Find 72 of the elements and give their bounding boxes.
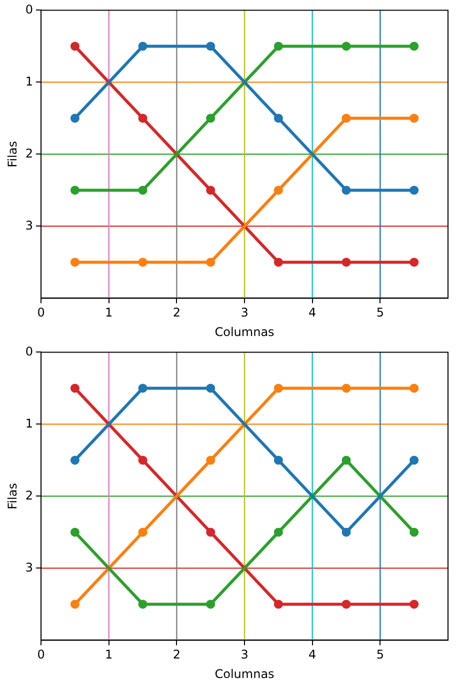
- point: [206, 42, 216, 51]
- point: [342, 600, 351, 609]
- point: [138, 600, 148, 609]
- y-tick-label: 0: [25, 344, 34, 358]
- point: [138, 186, 148, 195]
- point: [70, 42, 80, 51]
- y-tick-label: 1: [25, 74, 34, 88]
- x-tick-label: 2: [172, 648, 181, 662]
- x-tick-label: 4: [308, 306, 316, 320]
- point: [410, 384, 419, 393]
- point: [274, 114, 283, 123]
- point: [70, 114, 80, 123]
- point: [206, 600, 216, 609]
- point: [342, 258, 351, 267]
- x-tick-label: 5: [376, 306, 384, 320]
- x-tick-label: 0: [37, 648, 45, 662]
- x-tick-label: 3: [240, 306, 248, 320]
- point: [138, 456, 148, 465]
- point: [274, 528, 283, 537]
- point: [70, 186, 80, 195]
- point: [138, 114, 148, 123]
- point: [206, 528, 216, 537]
- x-tick-label: 4: [308, 648, 316, 662]
- point: [342, 528, 351, 537]
- y-tick-label: 3: [25, 560, 34, 574]
- point: [342, 114, 351, 123]
- x-tick-label: 3: [240, 648, 248, 662]
- point: [206, 384, 216, 393]
- x-tick-label: 2: [172, 306, 181, 320]
- point: [274, 186, 283, 195]
- y-axis-title: Filas: [5, 141, 20, 168]
- y-tick-label: 0: [25, 2, 34, 16]
- point: [70, 258, 80, 267]
- point: [342, 384, 351, 393]
- point: [70, 456, 80, 465]
- point: [70, 528, 80, 537]
- point: [274, 456, 283, 465]
- point: [70, 384, 80, 393]
- y-tick-label: 3: [25, 218, 34, 232]
- point: [274, 258, 283, 267]
- point: [138, 384, 148, 393]
- point: [342, 456, 351, 465]
- point: [206, 456, 216, 465]
- point: [138, 42, 148, 51]
- y-tick-label: 2: [25, 146, 34, 160]
- point: [70, 600, 80, 609]
- y-axis-title: Filas: [5, 483, 20, 510]
- point: [206, 114, 216, 123]
- point: [410, 528, 419, 537]
- point: [206, 186, 216, 195]
- point: [410, 258, 419, 267]
- x-tick-label: 0: [37, 306, 45, 320]
- point: [410, 600, 419, 609]
- point: [274, 42, 283, 51]
- point: [138, 258, 148, 267]
- point: [342, 42, 351, 51]
- point: [138, 528, 148, 537]
- y-tick-label: 2: [25, 488, 34, 502]
- point: [274, 384, 283, 393]
- point: [342, 186, 351, 195]
- point: [410, 186, 419, 195]
- x-tick-label: 1: [105, 648, 113, 662]
- point: [410, 42, 419, 51]
- point: [274, 600, 283, 609]
- x-axis-title: Columnas: [214, 666, 274, 681]
- x-axis-title: Columnas: [214, 324, 274, 339]
- point: [410, 114, 419, 123]
- x-tick-label: 1: [105, 306, 113, 320]
- point: [410, 456, 419, 465]
- x-tick-label: 5: [376, 648, 384, 662]
- y-tick-label: 1: [25, 416, 34, 430]
- point: [206, 258, 216, 267]
